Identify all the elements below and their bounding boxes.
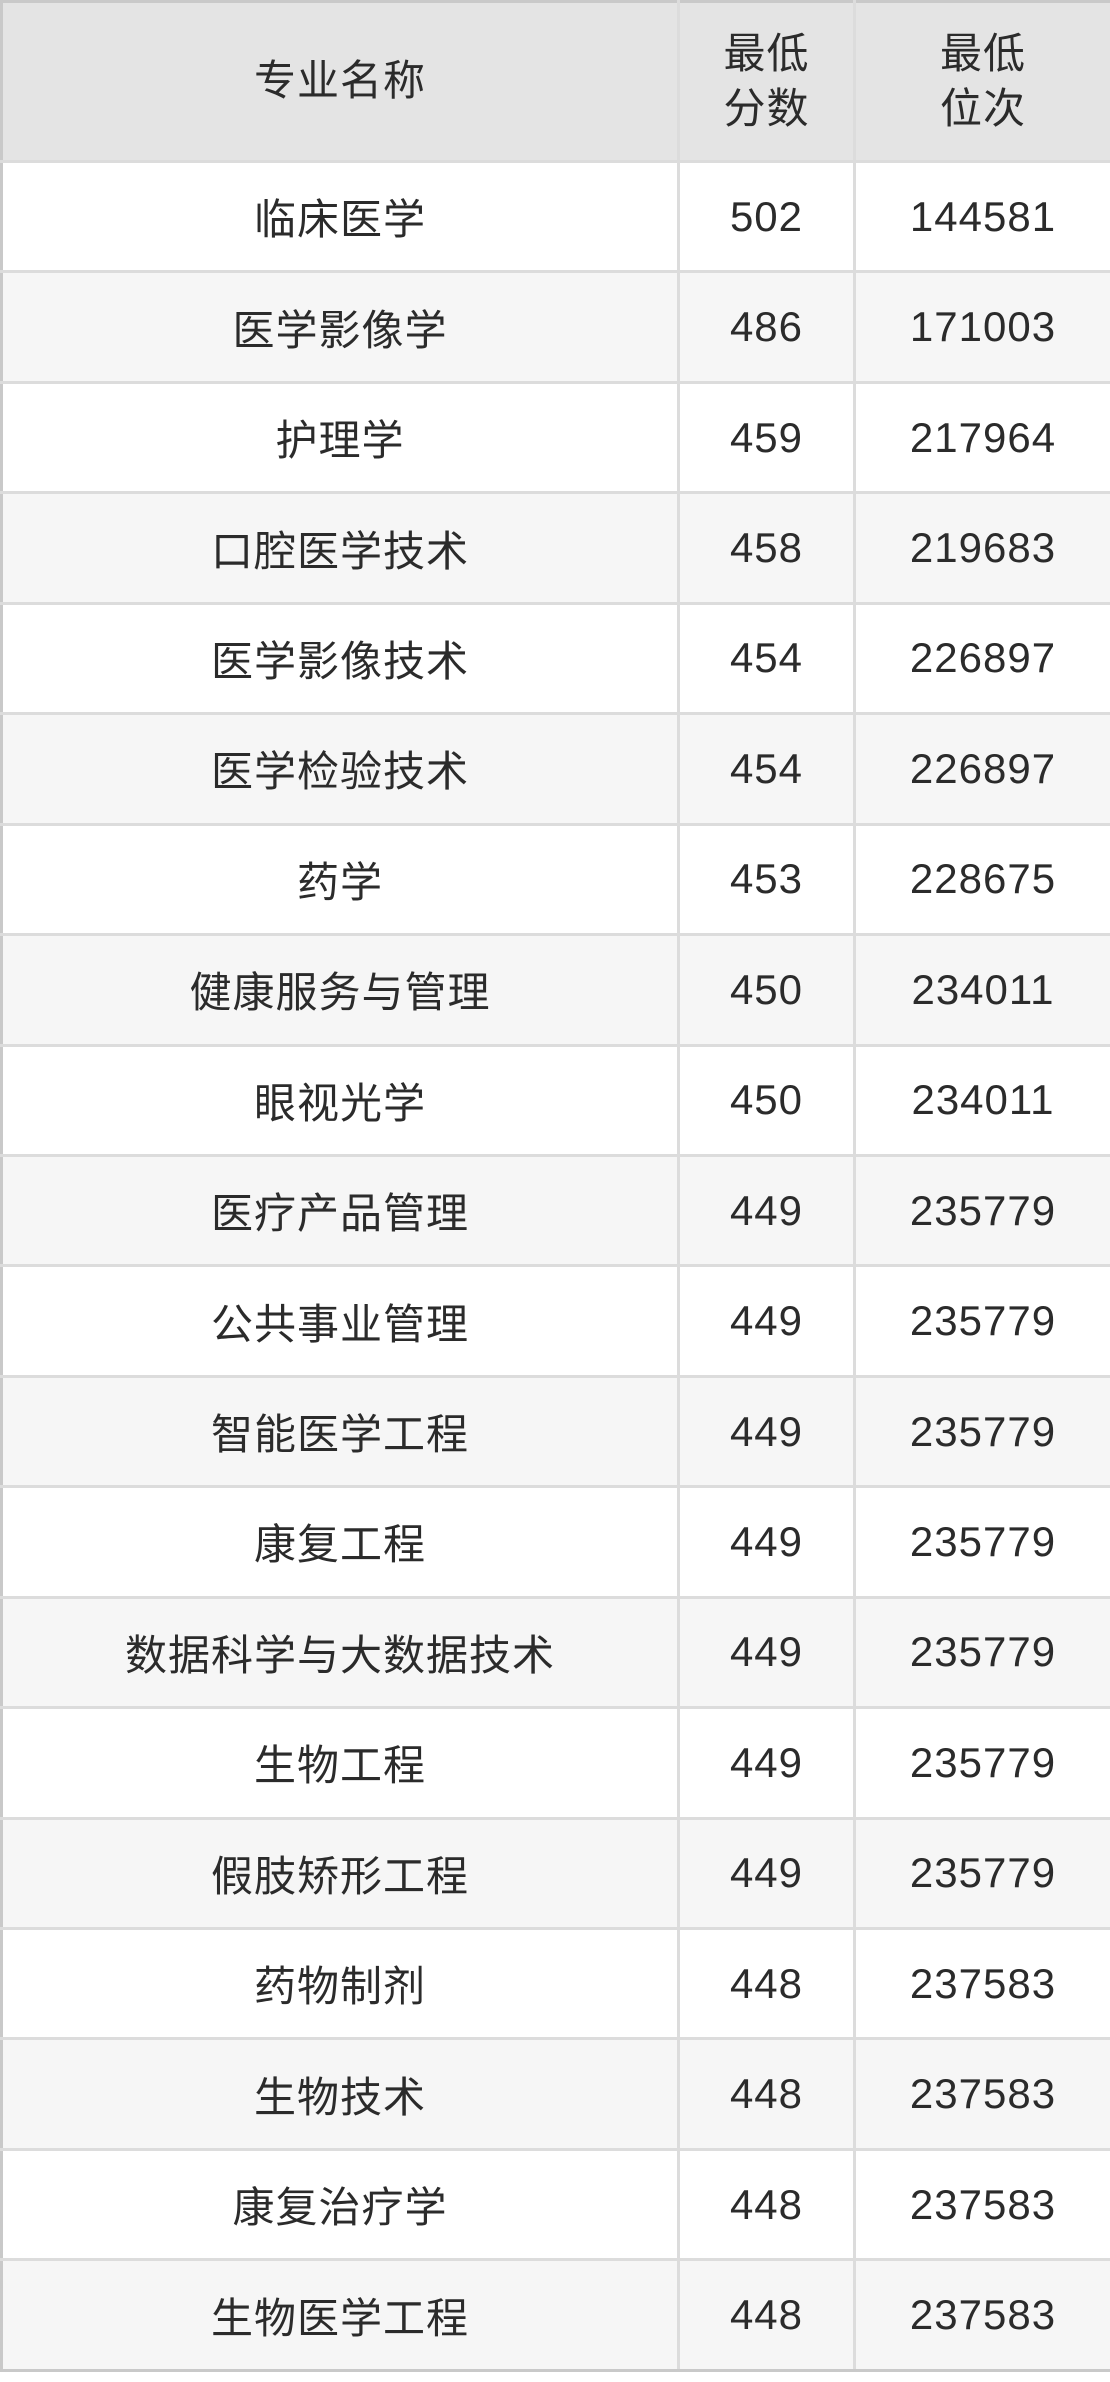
min-rank-cell: 237583 bbox=[853, 2037, 1110, 2151]
min-rank-cell: 237583 bbox=[853, 2147, 1110, 2262]
table-row: 智能医学工程 449 235779 bbox=[0, 1374, 1110, 1489]
min-rank-cell: 235779 bbox=[853, 1153, 1110, 1268]
min-score-cell: 449 bbox=[677, 1153, 856, 1268]
min-score-cell: 454 bbox=[677, 712, 856, 826]
min-score-cell: 448 bbox=[677, 2258, 856, 2372]
major-name-cell: 数据科学与大数据技术 bbox=[0, 1595, 680, 1710]
min-rank-cell: 226897 bbox=[853, 601, 1110, 716]
column-header-major: 专业名称 bbox=[0, 0, 680, 163]
major-name-cell: 眼视光学 bbox=[0, 1043, 680, 1157]
table-body: 临床医学 502 144581 医学影像学 486 171003 护理学 459… bbox=[0, 159, 1110, 2372]
table-row: 康复工程 449 235779 bbox=[0, 1485, 1110, 1599]
min-score-cell: 502 bbox=[677, 159, 856, 274]
min-score-cell: 448 bbox=[677, 2147, 856, 2262]
table-row: 药学 453 228675 bbox=[0, 822, 1110, 937]
min-score-cell: 448 bbox=[677, 2037, 856, 2151]
min-rank-cell: 144581 bbox=[853, 159, 1110, 274]
major-name-cell: 康复工程 bbox=[0, 1485, 680, 1599]
major-name-cell: 公共事业管理 bbox=[0, 1264, 680, 1378]
min-score-cell: 458 bbox=[677, 491, 856, 605]
table-row: 临床医学 502 144581 bbox=[0, 159, 1110, 274]
min-score-cell: 449 bbox=[677, 1374, 856, 1489]
major-name-cell: 生物技术 bbox=[0, 2037, 680, 2151]
min-rank-cell: 235779 bbox=[853, 1264, 1110, 1378]
table-row: 假肢矫形工程 449 235779 bbox=[0, 1816, 1110, 1931]
min-rank-cell: 237583 bbox=[853, 2258, 1110, 2372]
table-row: 护理学 459 217964 bbox=[0, 380, 1110, 495]
major-name-cell: 医学检验技术 bbox=[0, 712, 680, 826]
min-score-cell: 486 bbox=[677, 270, 856, 384]
table-row: 医学检验技术 454 226897 bbox=[0, 712, 1110, 826]
min-score-cell: 449 bbox=[677, 1485, 856, 1599]
major-name-cell: 医疗产品管理 bbox=[0, 1153, 680, 1268]
min-score-cell: 449 bbox=[677, 1595, 856, 1710]
min-score-cell: 449 bbox=[677, 1706, 856, 1820]
min-score-cell: 450 bbox=[677, 1043, 856, 1157]
min-score-cell: 454 bbox=[677, 601, 856, 716]
column-header-min-rank: 最低 位次 bbox=[853, 0, 1110, 163]
min-rank-cell: 219683 bbox=[853, 491, 1110, 605]
min-rank-cell: 235779 bbox=[853, 1595, 1110, 1710]
min-rank-cell: 226897 bbox=[853, 712, 1110, 826]
column-header-min-score: 最低 分数 bbox=[677, 0, 856, 163]
min-rank-cell: 234011 bbox=[853, 1043, 1110, 1157]
table-row: 口腔医学技术 458 219683 bbox=[0, 491, 1110, 605]
table-row: 数据科学与大数据技术 449 235779 bbox=[0, 1595, 1110, 1710]
major-name-cell: 健康服务与管理 bbox=[0, 933, 680, 1047]
table-row: 生物技术 448 237583 bbox=[0, 2037, 1110, 2151]
major-name-cell: 智能医学工程 bbox=[0, 1374, 680, 1489]
table-header: 专业名称 最低 分数 最低 位次 bbox=[0, 0, 1110, 163]
table-row: 公共事业管理 449 235779 bbox=[0, 1264, 1110, 1378]
min-score-cell: 450 bbox=[677, 933, 856, 1047]
min-rank-cell: 217964 bbox=[853, 380, 1110, 495]
major-name-cell: 药物制剂 bbox=[0, 1926, 680, 2041]
header-row: 专业名称 最低 分数 最低 位次 bbox=[0, 0, 1110, 163]
min-rank-cell: 228675 bbox=[853, 822, 1110, 937]
major-name-cell: 生物工程 bbox=[0, 1706, 680, 1820]
table-row: 生物医学工程 448 237583 bbox=[0, 2258, 1110, 2372]
min-rank-cell: 235779 bbox=[853, 1374, 1110, 1489]
major-name-cell: 药学 bbox=[0, 822, 680, 937]
min-rank-cell: 171003 bbox=[853, 270, 1110, 384]
min-rank-cell: 235779 bbox=[853, 1816, 1110, 1931]
min-rank-cell: 237583 bbox=[853, 1926, 1110, 2041]
major-name-cell: 医学影像学 bbox=[0, 270, 680, 384]
table-row: 药物制剂 448 237583 bbox=[0, 1926, 1110, 2041]
major-name-cell: 康复治疗学 bbox=[0, 2147, 680, 2262]
min-score-cell: 453 bbox=[677, 822, 856, 937]
min-rank-cell: 234011 bbox=[853, 933, 1110, 1047]
min-score-cell: 459 bbox=[677, 380, 856, 495]
min-score-cell: 449 bbox=[677, 1264, 856, 1378]
major-name-cell: 护理学 bbox=[0, 380, 680, 495]
table-row: 医学影像技术 454 226897 bbox=[0, 601, 1110, 716]
major-name-cell: 医学影像技术 bbox=[0, 601, 680, 716]
major-name-cell: 生物医学工程 bbox=[0, 2258, 680, 2372]
table-row: 医学影像学 486 171003 bbox=[0, 270, 1110, 384]
min-score-cell: 448 bbox=[677, 1926, 856, 2041]
table-row: 健康服务与管理 450 234011 bbox=[0, 933, 1110, 1047]
major-name-cell: 临床医学 bbox=[0, 159, 680, 274]
min-rank-cell: 235779 bbox=[853, 1485, 1110, 1599]
table-row: 眼视光学 450 234011 bbox=[0, 1043, 1110, 1157]
table-row: 康复治疗学 448 237583 bbox=[0, 2147, 1110, 2262]
table-row: 医疗产品管理 449 235779 bbox=[0, 1153, 1110, 1268]
table-row: 生物工程 449 235779 bbox=[0, 1706, 1110, 1820]
major-name-cell: 假肢矫形工程 bbox=[0, 1816, 680, 1931]
major-name-cell: 口腔医学技术 bbox=[0, 491, 680, 605]
min-rank-cell: 235779 bbox=[853, 1706, 1110, 1820]
min-score-cell: 449 bbox=[677, 1816, 856, 1931]
